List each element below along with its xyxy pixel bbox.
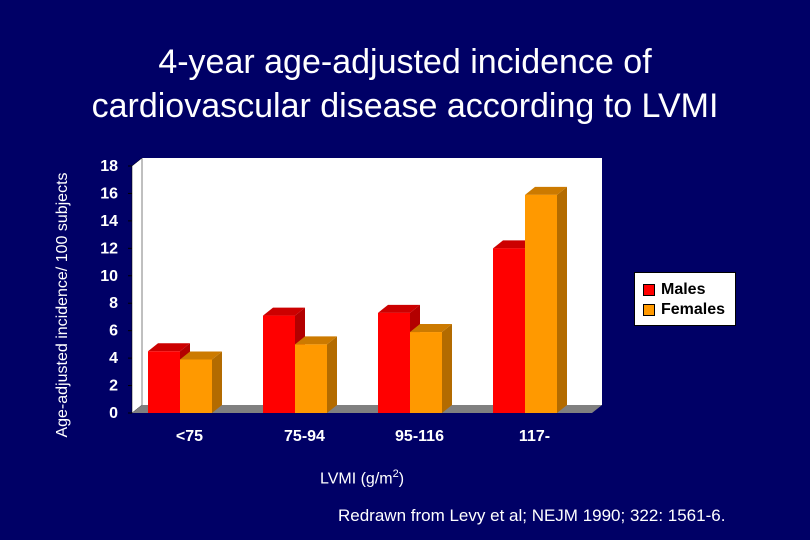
legend-item-males: Males [643, 281, 705, 299]
x-tick-label: 117- [519, 428, 550, 445]
bar-top-males [493, 240, 535, 249]
y-tick-label: 4 [109, 350, 118, 367]
legend: Males Females [634, 272, 736, 326]
plot-side-wall [131, 157, 143, 414]
legend-swatch-males [643, 284, 655, 296]
bar-males [263, 315, 295, 413]
legend-label-females: Females [661, 301, 726, 318]
legend-label-males: Males [661, 281, 706, 298]
bar-males [378, 312, 410, 413]
y-tick-label: 10 [100, 268, 118, 285]
bar-top-females [410, 324, 452, 333]
bar-top-females [295, 336, 337, 345]
legend-swatch-females [643, 304, 655, 316]
bar-females [410, 332, 442, 413]
x-axis-label: LVMI (g/m2) [320, 468, 404, 488]
bar-top-males [378, 304, 420, 313]
source-citation: Redrawn from Levy et al; NEJM 1990; 322:… [338, 506, 726, 525]
x-axis-label-superscript: 2 [392, 468, 399, 480]
bar-top-females [180, 351, 222, 360]
y-tick-label: 12 [100, 240, 118, 257]
plot-floor [132, 405, 602, 413]
legend-item-females: Females [643, 301, 725, 319]
bar-side-females [327, 336, 337, 413]
y-tick-label: 0 [109, 405, 118, 422]
y-tick-label: 2 [109, 378, 118, 395]
x-tick-label: 95-116 [395, 428, 444, 445]
y-tick-label: 18 [100, 158, 118, 175]
bar-males [493, 248, 525, 413]
x-axis-label-main: LVMI (g/m [320, 470, 393, 488]
bar-top-females [525, 186, 567, 195]
x-tick-label: <75 [176, 428, 203, 445]
bar-side-females [212, 351, 222, 413]
bar-females [295, 344, 327, 413]
y-tick-label: 8 [109, 295, 118, 312]
x-axis-label-end: ) [398, 470, 405, 488]
x-tick-label: 75-94 [284, 428, 325, 445]
y-tick-label: 6 [109, 323, 118, 340]
bar-top-males [148, 343, 190, 352]
bar-top-males [263, 307, 305, 316]
bar-females [525, 194, 557, 413]
chart-title-line-1: 4-year age-adjusted incidence of [158, 43, 652, 81]
y-tick-label: 16 [100, 185, 118, 202]
bar-side-females [442, 324, 452, 413]
y-tick-label: 14 [100, 213, 118, 230]
chart-title: 4-year age-adjusted incidence of cardiov… [0, 40, 810, 128]
bar-males [148, 351, 180, 413]
bar-females [180, 359, 212, 413]
chart-title-line-2: cardiovascular disease according to LVMI [91, 87, 719, 125]
bar-side-females [557, 186, 567, 413]
